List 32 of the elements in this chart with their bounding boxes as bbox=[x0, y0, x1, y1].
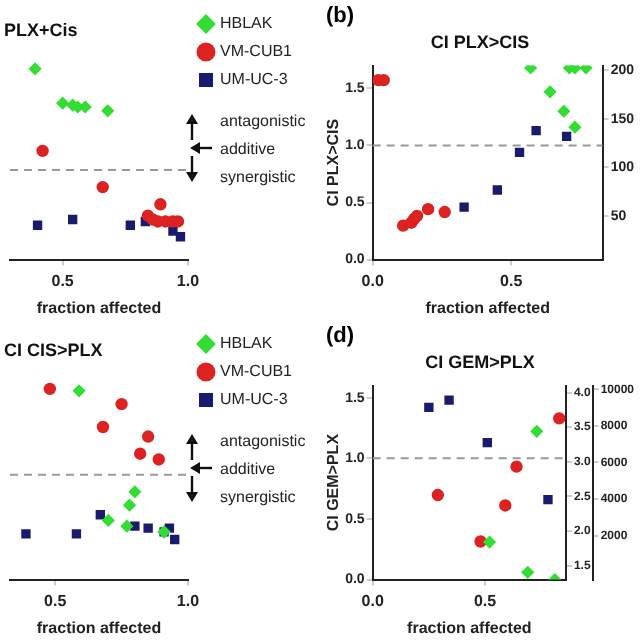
legend-label: HBLAK bbox=[219, 334, 274, 353]
legend-label: UM-UC-3 bbox=[219, 70, 289, 89]
x-tick-label: 1.0 bbox=[176, 271, 201, 290]
y-axis-title: CI GEM>PLX bbox=[324, 432, 343, 532]
text: synergistic bbox=[220, 488, 296, 506]
x-tick-label: 0.5 bbox=[44, 591, 68, 610]
text: (d) bbox=[326, 324, 355, 348]
text: antagonistic bbox=[220, 432, 306, 450]
x-axis-title: fraction affected bbox=[36, 618, 162, 637]
text: additive bbox=[220, 140, 276, 158]
x-tick-label: 0.0 bbox=[361, 271, 385, 290]
x-tick-label: 0.5 bbox=[51, 271, 75, 290]
chart-title: CI GEM>PLX bbox=[425, 351, 535, 372]
legend-label: VM-CUB1 bbox=[219, 42, 294, 61]
x-axis-title: fraction affected bbox=[36, 298, 162, 317]
chart-title: CI PLX>CIS bbox=[430, 31, 530, 52]
legend-label: HBLAK bbox=[219, 14, 274, 33]
x-tick-label: 1.0 bbox=[176, 591, 201, 610]
chart-title: CI CIS>PLX bbox=[4, 339, 103, 360]
x-tick-label: 0.0 bbox=[361, 591, 385, 610]
y-axis-title: CI PLX>CIS bbox=[324, 117, 343, 207]
text: (b) bbox=[326, 4, 355, 28]
x-axis-title: fraction affected bbox=[425, 298, 551, 317]
text: antagonistic bbox=[220, 112, 306, 130]
x-tick-label: 0.5 bbox=[500, 271, 524, 290]
chart-title: PLX+Cis bbox=[4, 19, 78, 40]
x-axis-title: fraction affected bbox=[407, 618, 532, 637]
text: additive bbox=[220, 460, 276, 478]
x-tick-label: 0.5 bbox=[473, 591, 498, 610]
legend-label: UM-UC-3 bbox=[219, 390, 289, 409]
text: synergistic bbox=[220, 168, 296, 186]
legend-label: VM-CUB1 bbox=[219, 362, 294, 381]
